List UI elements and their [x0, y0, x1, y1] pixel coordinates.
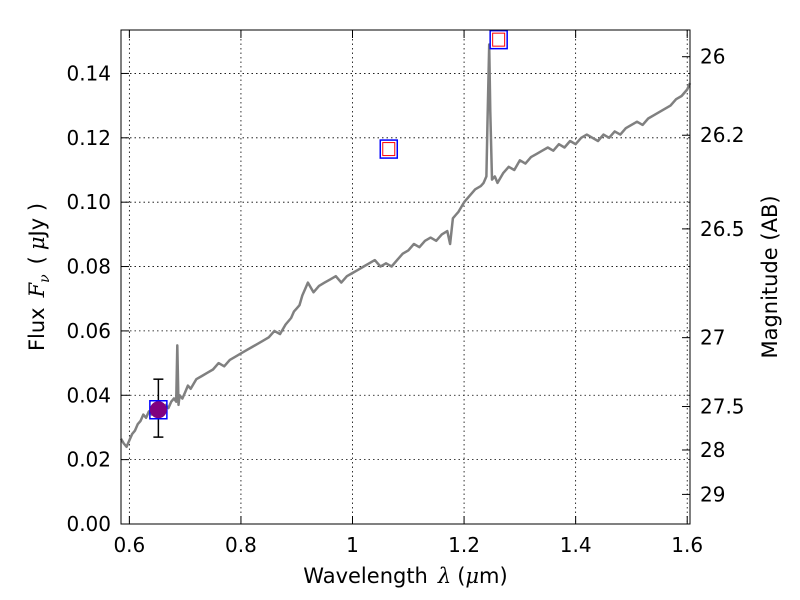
y2-tick-label: 27	[700, 326, 725, 350]
spectrum-layer	[119, 43, 692, 449]
y-tick-label: 0.00	[66, 512, 111, 536]
y2-axis-label: Magnitude (AB)	[758, 195, 782, 358]
y-tick-label: 0.14	[66, 61, 111, 85]
photometry-layer	[149, 29, 508, 438]
x-tick-label: 1	[346, 533, 359, 557]
y2-tick-label: 26	[700, 45, 725, 69]
y-tick-label: 0.04	[66, 383, 111, 407]
x-tick-label: 0.6	[113, 533, 145, 557]
y2-tick-label: 26.2	[700, 123, 745, 147]
y2-tick-label: 29	[700, 482, 725, 506]
synthetic-photometry-box	[492, 32, 506, 47]
spectrum-line	[119, 43, 692, 449]
y-tick-label: 0.12	[66, 126, 111, 150]
x-tick-label: 1.4	[560, 533, 592, 557]
photometry-point	[149, 401, 167, 419]
grid-lines	[121, 30, 690, 524]
y-axis-left: 0.00 0.02 0.04 0.06 0.08 0.10 0.12 0.14	[66, 61, 129, 536]
x-tick-label: 1.6	[671, 533, 703, 557]
plot-frame	[120, 29, 691, 525]
x-tick-label: 0.8	[225, 533, 257, 557]
y-tick-label: 0.08	[66, 255, 111, 279]
y-tick-label: 0.06	[66, 319, 111, 343]
synthetic-photometry-box	[382, 142, 396, 157]
y-tick-label: 0.02	[66, 448, 111, 472]
y2-tick-label: 28	[700, 438, 725, 462]
y2-tick-label: 27.5	[700, 395, 745, 419]
photometry-box	[489, 29, 508, 50]
y-axis-right: 26 26.2 26.5 27 27.5 28 29	[682, 45, 745, 506]
y-tick-label: 0.10	[66, 190, 111, 214]
y2-tick-label: 26.5	[700, 217, 745, 241]
x-axis: 0.6 0.8 1 1.2 1.4 1.6	[113, 30, 703, 557]
x-tick-label: 1.2	[448, 533, 480, 557]
x-axis-label: Wavelength λ (μm)	[303, 564, 507, 588]
y-axis-label: FluxFν(μJy )	[25, 203, 53, 351]
photometry-box	[379, 139, 399, 159]
